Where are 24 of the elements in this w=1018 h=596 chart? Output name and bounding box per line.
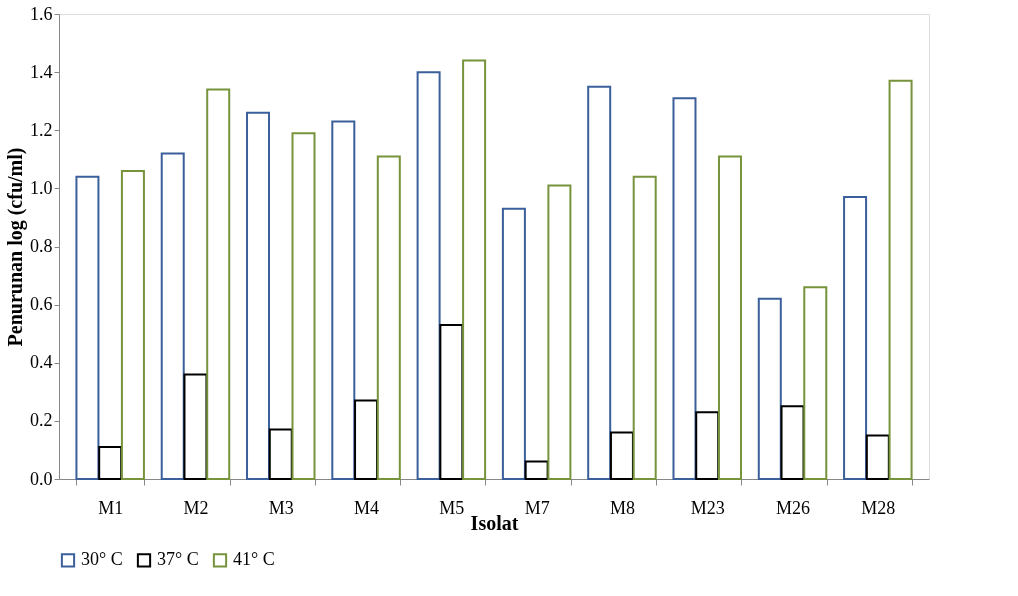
y-tick-label: 0.8	[30, 236, 53, 256]
x-tick-label: M28	[861, 497, 896, 518]
x-tick-label: M2	[183, 497, 209, 518]
x-axis-title: Isolat	[470, 511, 519, 534]
x-tick-label: M1	[98, 497, 124, 518]
x-tick-label: M8	[609, 497, 635, 518]
x-tick-label: M26	[776, 497, 811, 518]
y-tick-label: 0.4	[30, 352, 53, 373]
y-tick-label: 0.6	[30, 294, 53, 315]
x-tick-label: M7	[524, 497, 550, 518]
y-tick-label: 1.6	[30, 3, 53, 24]
y-tick-label: 1.2	[30, 119, 53, 140]
y-tick-label: 1.0	[30, 177, 53, 198]
legend-label: 41° C	[233, 549, 275, 570]
legend-label: 30° C	[81, 549, 123, 570]
legend-label: 37° C	[157, 549, 199, 570]
y-axis-title: Penurunan log (cfu/ml)	[4, 147, 27, 347]
x-tick-label: M3	[268, 497, 294, 518]
x-tick-label: M4	[354, 497, 380, 518]
x-tick-label: M23	[690, 497, 725, 518]
y-tick-label: 0.0	[30, 468, 53, 489]
x-tick-label: M5	[439, 497, 465, 518]
y-tick-label: 0.2	[30, 410, 53, 431]
y-tick-label: 1.4	[30, 61, 53, 82]
